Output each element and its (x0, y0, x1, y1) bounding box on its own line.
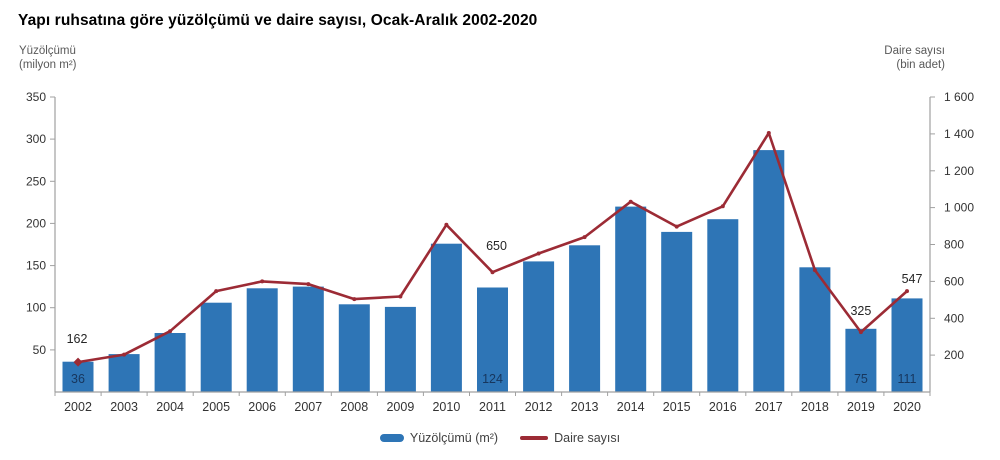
x-axis-label-2010: 2010 (432, 400, 460, 414)
y-axis-left-tick-label: 200 (26, 216, 46, 230)
bar-2018 (799, 267, 831, 392)
bar-2014 (615, 206, 647, 392)
x-axis-label-2007: 2007 (294, 400, 322, 414)
legend-line-label: Daire sayısı (554, 431, 621, 445)
x-axis-label-2015: 2015 (663, 400, 691, 414)
line-point-2008 (352, 297, 357, 302)
bar-value-label-2011: 124 (482, 372, 503, 386)
line-point-2013 (582, 235, 587, 240)
line-point-2004 (168, 329, 173, 334)
line-start-marker (73, 357, 83, 367)
bar-2010 (430, 243, 462, 392)
legend: Yüzölçümü (m²) Daire sayısı (0, 431, 1000, 445)
y-axis-left-tick-label: 100 (26, 301, 46, 315)
x-axis-label-2006: 2006 (248, 400, 276, 414)
line-point-2012 (536, 251, 541, 256)
x-axis-label-2018: 2018 (801, 400, 829, 414)
bar-2017 (753, 150, 785, 392)
line-point-2003 (122, 352, 127, 357)
line-value-label-2019: 325 (850, 304, 871, 318)
x-axis-label-2008: 2008 (340, 400, 368, 414)
left-axis-title-line2: (milyon m²) (19, 59, 77, 71)
right-axis-title-line1: Daire sayısı (884, 45, 945, 57)
bar-2006 (246, 288, 278, 392)
x-axis-label-2004: 2004 (156, 400, 184, 414)
x-axis-label-2011: 2011 (479, 400, 506, 414)
x-axis-label-2005: 2005 (202, 400, 230, 414)
x-axis-label-2017: 2017 (755, 400, 783, 414)
x-axis-label-2009: 2009 (386, 400, 414, 414)
bar-2020 (891, 298, 923, 392)
line-point-2015 (674, 224, 679, 229)
line-point-2011 (490, 270, 495, 275)
line-point-2020 (905, 289, 909, 294)
right-axis-title: Daire sayısı (bin adet) (884, 44, 945, 72)
right-axis-title-line2: (bin adet) (896, 59, 945, 71)
legend-line-swatch-icon (520, 436, 549, 440)
line-value-label-2002: 162 (67, 332, 88, 346)
line-point-2009 (398, 294, 403, 299)
bar-2011 (477, 287, 508, 392)
bar-2012 (523, 261, 555, 392)
line-point-2018 (812, 268, 817, 273)
bar-value-label-2019: 75 (854, 372, 868, 386)
y-axis-right-tick-label: 400 (944, 311, 964, 325)
bar-2004 (154, 333, 186, 392)
x-axis-label-2020: 2020 (893, 400, 921, 414)
x-axis-label-2012: 2012 (525, 400, 553, 414)
legend-item-daire-sayisi: Daire sayısı (520, 431, 620, 445)
bar-2013 (569, 245, 601, 392)
line-point-2007 (306, 282, 311, 287)
x-axis-label-2016: 2016 (709, 400, 737, 414)
bar-2009 (384, 306, 416, 392)
line-point-2019 (858, 330, 863, 335)
x-axis-label-2002: 2002 (64, 400, 92, 414)
left-axis-title: Yüzölçümü (milyon m²) (19, 44, 77, 72)
line-point-2017 (766, 131, 771, 135)
bar-value-label-2002: 36 (71, 372, 85, 386)
x-axis-label-2013: 2013 (571, 400, 599, 414)
y-axis-right-tick-label: 1 400 (944, 127, 974, 141)
x-axis-label-2014: 2014 (617, 400, 645, 414)
left-axis-title-line1: Yüzölçümü (19, 45, 76, 57)
bar-2007 (292, 286, 324, 392)
y-axis-right-tick-label: 600 (944, 274, 964, 288)
y-axis-left-tick-label: 250 (26, 174, 46, 188)
bar-2016 (707, 219, 739, 392)
legend-bar-swatch-icon (379, 434, 404, 442)
y-axis-right-tick-label: 1 600 (944, 90, 974, 104)
y-axis-right-tick-label: 800 (944, 238, 964, 252)
line-point-2016 (720, 204, 725, 209)
y-axis-left-tick-label: 350 (26, 90, 46, 104)
bar-2005 (200, 302, 232, 392)
bar-2008 (338, 304, 370, 392)
bar-2019 (845, 328, 877, 392)
line-point-2010 (444, 222, 449, 227)
x-axis-label-2019: 2019 (847, 400, 875, 414)
legend-item-yuzolcumu: Yüzölçümü (m²) (379, 431, 499, 445)
line-value-label-2011: 650 (486, 239, 507, 253)
bar-2003 (108, 354, 140, 392)
y-axis-right-tick-label: 1 200 (944, 164, 974, 178)
y-axis-left-tick-label: 50 (33, 343, 47, 357)
line-point-2006 (260, 279, 265, 284)
line-point-2005 (214, 289, 219, 294)
y-axis-left-tick-label: 300 (26, 132, 46, 146)
x-axis-label-2003: 2003 (110, 400, 138, 414)
chart-title: Yapı ruhsatına göre yüzölçümü ve daire s… (18, 12, 538, 29)
line-value-label-2020: 547 (902, 272, 923, 286)
y-axis-right-tick-label: 200 (944, 348, 964, 362)
bar-2002 (62, 361, 94, 392)
legend-bar-label: Yüzölçümü (m²) (409, 431, 499, 445)
y-axis-left-tick-label: 150 (26, 259, 46, 273)
bar-value-label-2020: 111 (897, 372, 916, 386)
bar-2015 (661, 231, 693, 392)
line-point-2014 (628, 199, 633, 204)
y-axis-right-tick-label: 1 000 (944, 201, 974, 215)
